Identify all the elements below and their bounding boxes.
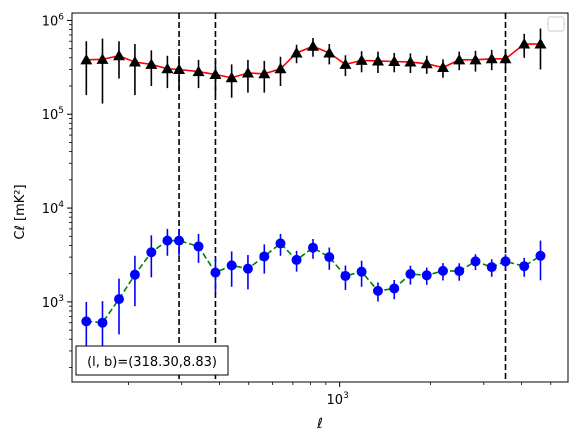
data-point-triangle xyxy=(241,67,254,78)
data-point-circle xyxy=(226,260,237,271)
annotation-box: (l, b)=(318.30,8.83) xyxy=(75,345,229,376)
data-point-triangle xyxy=(192,65,205,77)
data-point-circle xyxy=(500,256,511,267)
data-point-circle xyxy=(97,317,108,328)
data-point-triangle xyxy=(145,58,158,69)
data-point-triangle xyxy=(225,71,238,83)
data-point-triangle xyxy=(534,38,547,49)
data-point-triangle xyxy=(499,52,512,64)
data-point-circle xyxy=(372,285,383,296)
data-point-circle xyxy=(389,283,400,294)
data-point-circle xyxy=(259,251,270,262)
data-point-circle xyxy=(307,242,318,253)
data-markers xyxy=(80,38,547,328)
data-point-circle xyxy=(193,241,204,252)
data-point-triangle xyxy=(274,62,287,74)
data-point-circle xyxy=(324,252,335,263)
data-point-circle xyxy=(535,250,546,261)
data-point-triangle xyxy=(112,49,125,61)
data-point-circle xyxy=(454,266,465,277)
data-point-circle xyxy=(340,270,351,281)
data-point-triangle xyxy=(453,53,466,65)
data-point-circle xyxy=(356,266,367,277)
data-point-triangle xyxy=(388,55,401,66)
data-point-circle xyxy=(405,269,416,280)
data-point-triangle xyxy=(404,56,417,67)
data-point-triangle xyxy=(290,46,303,58)
y-tick-label: 106 xyxy=(42,12,65,29)
data-point-triangle xyxy=(339,58,352,69)
data-point-triangle xyxy=(420,57,433,69)
data-point-circle xyxy=(437,265,448,276)
plot-frame xyxy=(71,12,569,383)
data-point-circle xyxy=(275,238,286,249)
data-point-circle xyxy=(174,235,185,246)
data-point-circle xyxy=(162,235,173,246)
y-tick-label: 103 xyxy=(42,294,64,311)
x-axis-label: ℓ xyxy=(316,416,323,432)
data-point-circle xyxy=(81,316,92,327)
data-point-triangle xyxy=(306,40,319,51)
data-point-triangle xyxy=(173,63,186,74)
data-point-triangle xyxy=(323,46,336,58)
data-point-circle xyxy=(519,261,530,272)
data-point-circle xyxy=(210,267,221,278)
data-point-circle xyxy=(486,262,497,273)
data-point-triangle xyxy=(436,61,449,72)
data-point-triangle xyxy=(469,53,482,65)
data-point-triangle xyxy=(485,52,498,64)
y-axis-label: Cℓ [mK²] xyxy=(13,184,28,239)
data-point-triangle xyxy=(518,38,531,49)
data-point-circle xyxy=(113,294,124,305)
data-point-triangle xyxy=(80,53,93,65)
data-point-circle xyxy=(129,269,140,280)
data-point-circle xyxy=(146,247,157,258)
data-point-triangle xyxy=(258,67,271,79)
y-tick-label: 104 xyxy=(42,200,65,217)
data-point-circle xyxy=(470,256,481,267)
data-point-triangle xyxy=(128,56,141,67)
y-tick-label: 105 xyxy=(42,106,64,123)
data-point-circle xyxy=(291,254,302,265)
tick-labels: 103 103 104 105 106 xyxy=(42,12,349,408)
data-point-triangle xyxy=(355,54,368,65)
data-point-circle xyxy=(421,270,432,281)
data-point-triangle xyxy=(96,53,109,64)
x-tick-label: 103 xyxy=(327,391,349,408)
data-point-triangle xyxy=(209,68,222,80)
data-point-triangle xyxy=(161,62,174,74)
vertical-dashed-lines xyxy=(178,13,507,382)
legend-box xyxy=(547,16,565,32)
data-point-circle xyxy=(242,263,253,274)
data-point-triangle xyxy=(371,54,384,66)
annotation-text: (l, b)=(318.30,8.83) xyxy=(87,355,217,370)
